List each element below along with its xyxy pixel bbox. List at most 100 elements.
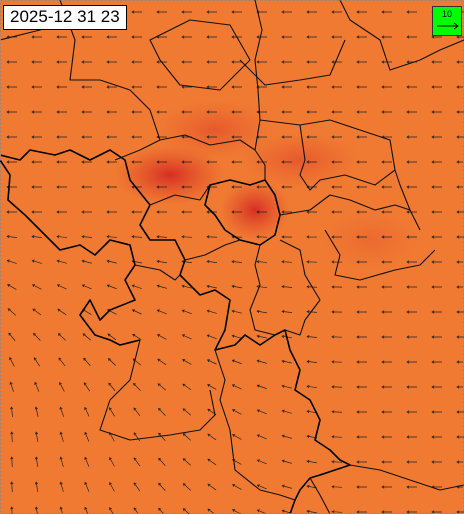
wind-arrow (306, 260, 318, 264)
wind-arrow (81, 110, 92, 114)
wind-arrow (83, 382, 91, 392)
wind-arrow (356, 135, 367, 139)
wind-arrow (8, 332, 16, 342)
region-border (279, 194, 411, 216)
wind-arrow (381, 85, 392, 89)
wind-arrow (456, 160, 464, 164)
wind-arrow (56, 110, 67, 114)
wind-arrow (81, 185, 92, 189)
wind-arrow (306, 210, 317, 214)
wind-arrow (281, 10, 292, 14)
wind-arrow (356, 60, 367, 64)
wind-arrow (181, 60, 192, 64)
wind-arrow (131, 85, 142, 89)
wind-arrow (32, 308, 42, 316)
wind-arrow (59, 481, 64, 492)
wind-arrow (206, 309, 217, 314)
wind-arrow (431, 235, 442, 239)
wind-arrow (331, 210, 342, 214)
wind-arrow (306, 135, 317, 139)
wind-arrow (6, 259, 17, 264)
region-border (99, 339, 216, 441)
wind-arrow (331, 235, 343, 239)
wind-arrow (206, 110, 217, 114)
wind-arrow (58, 357, 66, 367)
wind-arrow (109, 407, 115, 417)
wind-arrow (207, 433, 217, 441)
wind-arrow (231, 384, 242, 390)
wind-arrow (81, 85, 92, 89)
wind-arrow (381, 510, 392, 514)
wind-arrow (106, 235, 118, 239)
wind-arrow (59, 381, 65, 392)
wind-arrow (156, 284, 167, 289)
wind-arrow (281, 135, 292, 139)
wind-arrow (456, 335, 464, 339)
wind-arrow (456, 85, 464, 89)
region-border (299, 124, 396, 191)
wind-arrow (356, 485, 367, 489)
region-border (309, 477, 331, 514)
wind-arrow (331, 360, 343, 364)
wind-arrow (456, 260, 464, 264)
wind-arrow (206, 160, 217, 164)
wind-arrow (31, 235, 43, 239)
wind-arrow (406, 485, 417, 489)
wind-arrow (381, 160, 392, 164)
wind-arrow (306, 160, 317, 164)
wind-arrow (456, 210, 464, 214)
wind-arrow (306, 35, 317, 39)
wind-arrows (6, 10, 464, 514)
wind-arrow (82, 333, 92, 341)
wind-arrow (431, 360, 442, 364)
wind-arrow (406, 35, 417, 39)
wind-arrow (31, 110, 42, 114)
wind-arrow (231, 10, 242, 14)
wind-arrow (456, 360, 464, 364)
wind-arrow (10, 481, 14, 493)
wind-arrow (156, 334, 167, 340)
wind-arrow (34, 431, 39, 442)
wind-arrow (34, 481, 39, 492)
wind-arrow (256, 260, 268, 264)
wind-arrow (181, 284, 192, 289)
region-border (134, 264, 181, 281)
wind-arrow (57, 308, 67, 316)
region-border (239, 39, 346, 86)
wind-arrow (156, 110, 167, 114)
wind-arrow (81, 284, 92, 290)
wind-arrow (231, 185, 242, 189)
wind-arrow (256, 484, 267, 490)
wind-arrow (10, 456, 14, 468)
region-border (324, 229, 436, 281)
wind-arrow (306, 10, 317, 14)
wind-arrow (356, 510, 367, 514)
wind-arrow (231, 309, 242, 314)
wind-arrow (31, 160, 42, 164)
wind-arrow (381, 260, 392, 264)
wind-arrow (133, 407, 141, 417)
wind-arrow (156, 259, 167, 264)
wind-arrow (256, 285, 268, 289)
wind-arrow (306, 110, 317, 114)
wind-arrow (281, 185, 292, 189)
wind-arrow (456, 285, 464, 289)
wind-arrow (133, 382, 141, 391)
wind-arrow (33, 332, 41, 341)
wind-arrow (406, 285, 417, 289)
wind-arrow (406, 310, 417, 314)
wind-arrow (456, 235, 464, 239)
wind-arrow (381, 10, 392, 14)
wind-arrow (406, 435, 417, 439)
wind-arrow (431, 135, 442, 139)
wind-arrow (406, 260, 417, 264)
wind-arrow (156, 85, 167, 89)
wind-arrow (231, 334, 242, 339)
wind-arrow (56, 160, 67, 164)
wind-arrow (306, 509, 317, 514)
wind-arrow (206, 85, 217, 89)
wind-arrow (10, 406, 14, 418)
wind-arrow (131, 110, 142, 114)
wind-arrow (31, 135, 42, 139)
